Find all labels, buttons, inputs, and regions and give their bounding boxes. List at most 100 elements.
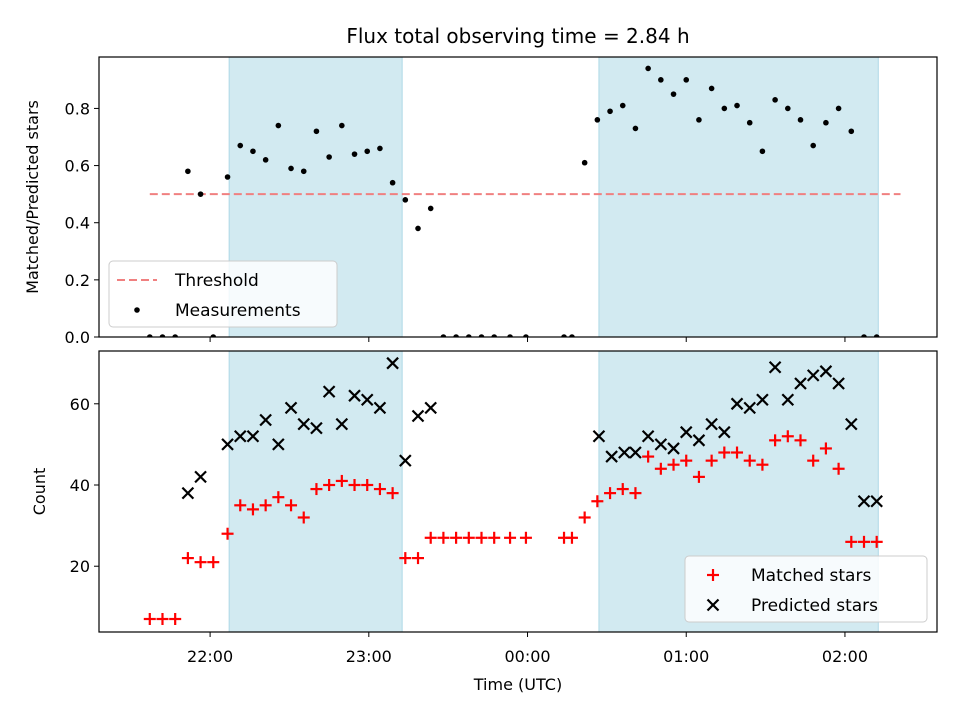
measurement-point (159, 334, 166, 337)
predicted-star-marker (730, 397, 744, 411)
matched-star-marker (504, 531, 517, 544)
matched-star-marker (169, 613, 182, 626)
matched-star-marker (769, 434, 782, 447)
matched-star-marker (519, 531, 532, 544)
measurement-point (402, 197, 409, 203)
predicted-star-marker (272, 438, 285, 451)
predicted-star-marker (692, 434, 706, 447)
matched-star-marker (578, 511, 591, 524)
measurement-point (210, 334, 217, 337)
matched-star-marker (692, 470, 705, 483)
matched-star-marker (207, 556, 220, 569)
measurement-point (224, 174, 231, 180)
x-tick-label: 02:00 (822, 647, 868, 666)
matched-star-marker (348, 479, 361, 492)
measurement-point (746, 119, 753, 126)
predicted-star-marker (297, 417, 311, 431)
measurement-point (262, 157, 269, 163)
measurement-point (632, 125, 639, 132)
x-tick-label: 01:00 (663, 647, 709, 666)
matched-star-marker (718, 446, 731, 459)
measurement-point (772, 97, 778, 103)
matched-star-marker (629, 487, 642, 500)
measurement-point (491, 334, 497, 337)
measurement-point (351, 151, 358, 157)
matched-star-marker (310, 483, 323, 496)
matched-star-marker (743, 454, 756, 467)
measurement-point (523, 334, 529, 337)
matched-star-marker (475, 531, 488, 544)
axes-frame (98, 56, 938, 338)
predicted-star-marker (310, 421, 323, 435)
measurement-point (300, 168, 307, 175)
measurement-point (326, 154, 332, 160)
measurement-point (561, 334, 567, 337)
x-tick-label: 00:00 (504, 647, 550, 666)
measurement-point (415, 225, 421, 232)
matched-star-marker (437, 531, 450, 544)
matched-star-marker (604, 487, 617, 500)
measurement-point (797, 117, 804, 123)
matched-star-marker (819, 442, 832, 455)
measurement-point (683, 77, 690, 83)
measurement-point (594, 117, 601, 123)
x-tick-label: 22:00 (187, 647, 233, 666)
measurement-point (453, 334, 459, 337)
legend-label: Matched stars (751, 566, 871, 586)
measurement-point (507, 334, 513, 337)
measurement-point (619, 102, 626, 109)
matched-star-marker (424, 531, 437, 544)
predicted-star-marker (768, 360, 782, 374)
x-axis-label: Time (UTC) (473, 675, 562, 694)
count-panel: 20 40 60 22:00 23:00 00:00 01:00 02:00 Count Matc… (30, 350, 938, 666)
y-tick-label: 0.4 (65, 214, 90, 233)
legend-box (108, 260, 338, 328)
predicted-star-marker (857, 494, 871, 508)
measurement-point (861, 334, 867, 337)
predicted-star-marker (679, 425, 693, 439)
legend-label: Predicted stars (751, 596, 878, 616)
measurement-point (810, 142, 817, 149)
legend-measurement-handle (134, 307, 140, 313)
measurement-point (696, 117, 702, 123)
measurement-point (569, 334, 575, 337)
data-points (143, 356, 883, 626)
predicted-star-marker (221, 438, 234, 451)
predicted-star-marker (348, 389, 361, 402)
matched-star-marker (565, 531, 578, 544)
predicted-star-marker (718, 425, 731, 439)
matched-star-marker (246, 503, 259, 516)
axes-frame (98, 350, 938, 633)
chart-title: Flux total observing time = 2.84 h (346, 24, 689, 48)
matched-star-marker (221, 527, 234, 540)
measurement-point (708, 85, 715, 92)
measurement-point (873, 334, 880, 337)
matched-star-marker (756, 458, 769, 471)
predicted-star-marker (743, 401, 756, 415)
measurement-point (313, 128, 320, 135)
measurement-point (237, 142, 244, 149)
matched-star-marker (591, 495, 604, 508)
predicted-star-marker (424, 401, 437, 415)
matched-star-marker (399, 552, 412, 565)
predicted-star-marker (181, 486, 195, 500)
predicted-star-marker (322, 385, 336, 398)
matched-star-marker (335, 474, 348, 487)
matched-star-marker (781, 430, 794, 443)
y-axis-label: Count (30, 468, 49, 516)
y-tick-label: 0.0 (65, 328, 90, 347)
matched-star-marker (870, 535, 883, 548)
measurement-point (339, 122, 345, 129)
predicted-star-marker (781, 393, 795, 407)
matched-star-marker (654, 462, 667, 475)
measurement-point (607, 108, 613, 115)
measurement-point (785, 105, 791, 112)
y-tick-label: 20 (70, 557, 90, 576)
measurement-point (197, 191, 204, 197)
predicted-star-marker (654, 438, 668, 451)
predicted-star-marker (335, 417, 349, 431)
measurement-point (759, 148, 766, 155)
matched-star-marker (181, 552, 194, 565)
matched-star-marker (857, 535, 870, 548)
matched-star-marker (731, 446, 744, 459)
